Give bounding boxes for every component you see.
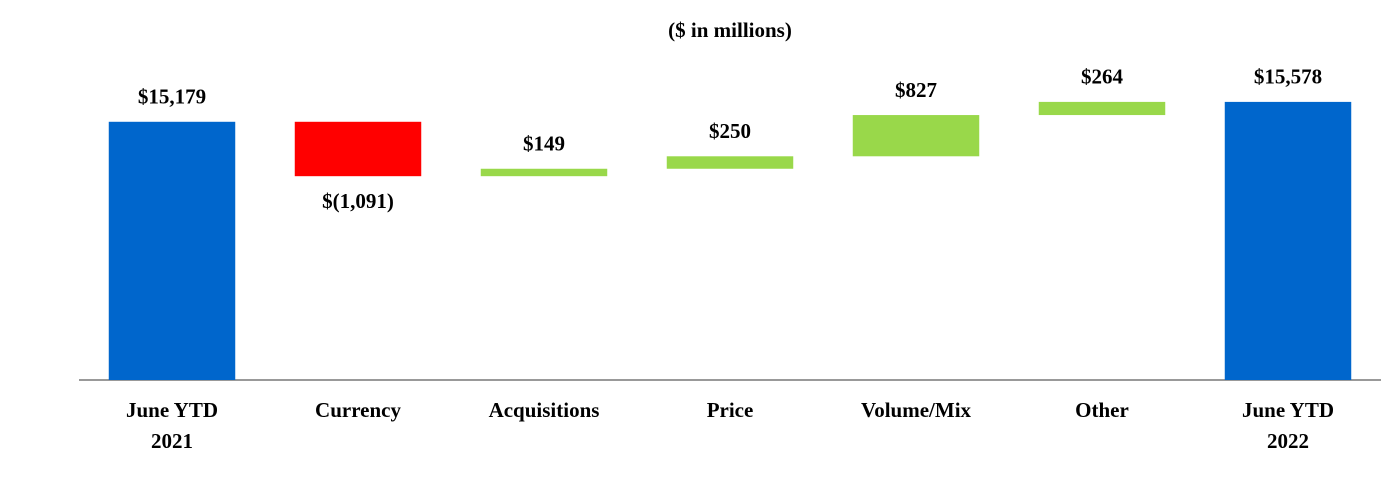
data-label: $827: [895, 78, 937, 102]
data-label: $264: [1081, 65, 1124, 89]
x-tick-label: June YTD 2022: [1242, 398, 1334, 453]
x-tick-label: Volume/Mix: [861, 398, 972, 422]
bar: [666, 156, 794, 169]
bar: [480, 168, 608, 177]
data-label: $15,578: [1254, 65, 1322, 89]
chart-title: ($ in millions): [668, 18, 792, 42]
data-label: $149: [523, 132, 565, 156]
x-tick-label: Other: [1075, 398, 1129, 422]
bar: [1224, 101, 1352, 381]
x-tick-label: Price: [707, 398, 754, 422]
x-tick-label: Acquisitions: [489, 398, 600, 422]
bar: [1038, 101, 1166, 116]
data-label: $(1,091): [322, 189, 394, 213]
data-label: $15,179: [138, 85, 206, 109]
x-tick-label: Currency: [315, 398, 401, 422]
bar: [294, 121, 422, 177]
bar: [852, 115, 980, 157]
data-label: $250: [709, 119, 751, 143]
x-tick-label: June YTD 2021: [126, 398, 218, 453]
bar: [108, 121, 236, 380]
